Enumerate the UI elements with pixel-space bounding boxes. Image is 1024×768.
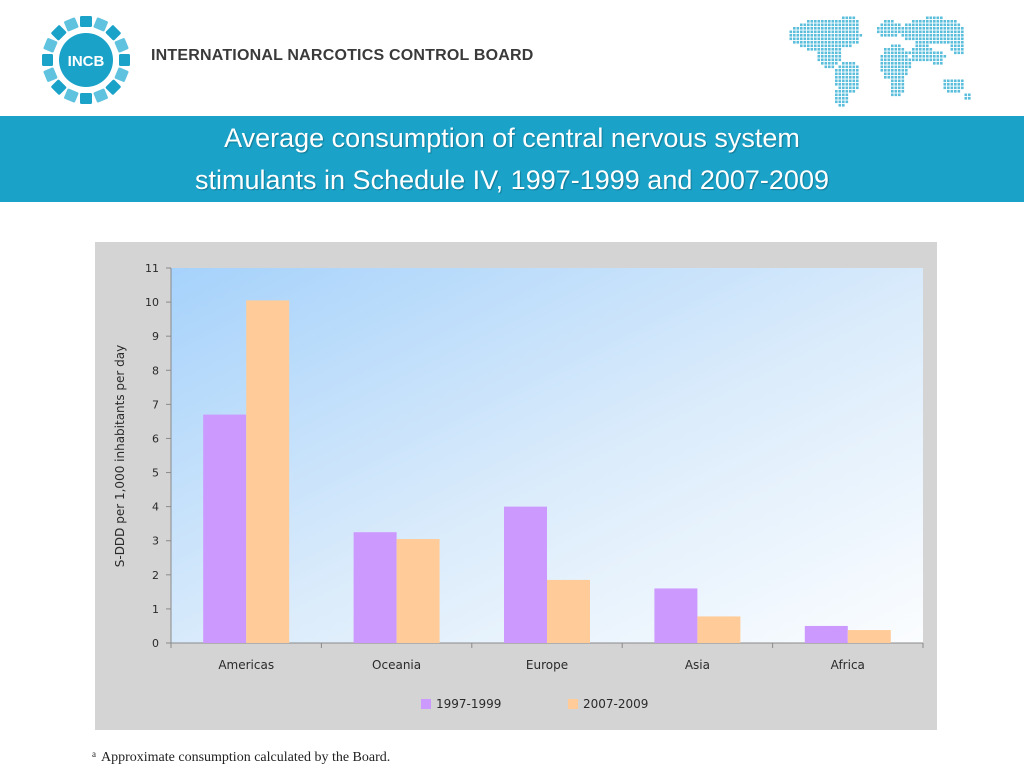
y-tick-label: 0 [152,637,159,650]
logo-ring-segment [51,79,67,95]
footnote-marker: a [92,749,96,759]
y-tick-label: 3 [152,535,159,548]
legend: 1997-1999 2007-2009 [421,697,648,711]
logo-text: INCB [68,53,105,70]
title-line-1: Average consumption of central nervous s… [224,123,800,153]
logo-ring-segment [105,79,121,95]
legend-label: 1997-1999 [436,697,501,711]
bar-asia-2007-2009 [697,616,741,643]
y-tick-label: 1 [152,603,159,616]
bar-oceania-2007-2009 [396,539,440,643]
logo-ring-segment [105,25,121,41]
bars [203,300,891,643]
logo-ring-segment [80,93,92,104]
logo-ring-segment [114,67,129,82]
legend-label: 2007-2009 [583,697,648,711]
y-tick-label: 2 [152,569,159,582]
organization-name: INTERNATIONAL NARCOTICS CONTROL BOARD [151,47,534,64]
y-tick-label: 10 [145,296,159,309]
logo-ring-segment [114,38,129,53]
bar-africa-1997-1999 [804,625,848,643]
legend-swatch [421,699,431,709]
x-category-label: Asia [685,658,710,672]
x-category-label: Africa [831,658,865,672]
logo-ring [42,16,130,104]
logo-ring-segment [93,88,108,103]
chart-frame: 0 1 2 3 4 5 6 7 8 9 10 11 Americas Oceania Europe Asia… [95,242,937,730]
logo-ring-segment [80,16,92,27]
title-line-2: stimulants in Schedule IV, 1997-1999 and… [195,165,829,195]
bar-americas-1997-1999 [203,414,247,643]
y-axis-title: S-DDD per 1,000 inhabitants per day [113,345,127,568]
slide-title: Average consumption of central nervous s… [82,117,942,201]
bar-asia-1997-1999 [654,588,698,643]
bar-africa-2007-2009 [847,630,891,643]
bar-americas-2007-2009 [246,300,290,643]
y-tick-label: 6 [152,432,159,445]
incb-logo: INCB [42,16,130,104]
bar-oceania-1997-1999 [353,532,397,643]
bar-chart: 0 1 2 3 4 5 6 7 8 9 10 11 Americas Oceania Europe Asia… [113,262,924,711]
world-map-icon [789,16,971,107]
y-tick-label: 7 [152,398,159,411]
logo-ring-segment [64,88,79,103]
y-axis: 0 1 2 3 4 5 6 7 8 9 10 11 [145,262,172,650]
x-category-label: Americas [218,658,274,672]
bar-europe-2007-2009 [547,579,590,643]
y-tick-label: 11 [145,262,159,275]
logo-ring-segment [51,25,67,41]
title-band: Average consumption of central nervous s… [0,116,1024,202]
y-tick-label: 4 [152,501,159,514]
header: INCB INTERNATIONAL NARCOTICS CONTROL BOA… [0,0,1024,116]
logo-circle [59,33,113,87]
logo-ring-segment [42,54,53,66]
logo-ring-segment [43,38,58,53]
footnote-text: Approximate consumption calculated by th… [101,750,391,765]
x-category-label: Europe [526,658,568,672]
y-tick-label: 9 [152,330,159,343]
y-tick-label: 8 [152,364,159,377]
x-axis: Americas Oceania Europe Asia Africa [170,642,924,672]
legend-swatch [568,699,578,709]
logo-ring-segment [119,54,130,66]
x-category-label: Oceania [372,658,421,672]
footnote: a Approximate consumption calculated by t… [92,749,792,766]
logo-ring-segment [43,67,58,82]
y-tick-label: 5 [152,467,159,480]
bar-europe-1997-1999 [504,506,547,643]
logo-ring-segment [64,17,79,32]
logo-ring-segment [93,17,108,32]
